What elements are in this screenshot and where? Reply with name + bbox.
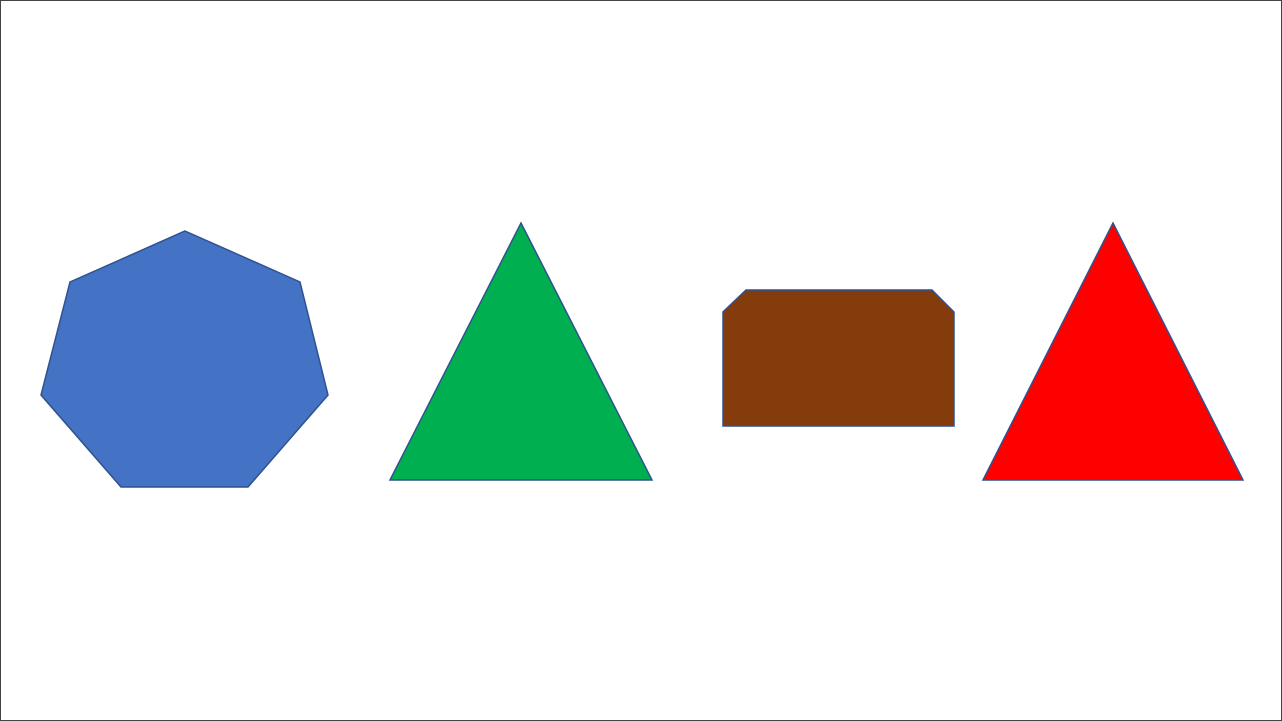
red-triangle-shape[interactable]: [981, 221, 1245, 481]
green-triangle-shape[interactable]: [388, 221, 654, 481]
brown-snipped-rectangle-shape[interactable]: [722, 289, 955, 427]
blue-heptagon-shape[interactable]: [40, 230, 329, 488]
